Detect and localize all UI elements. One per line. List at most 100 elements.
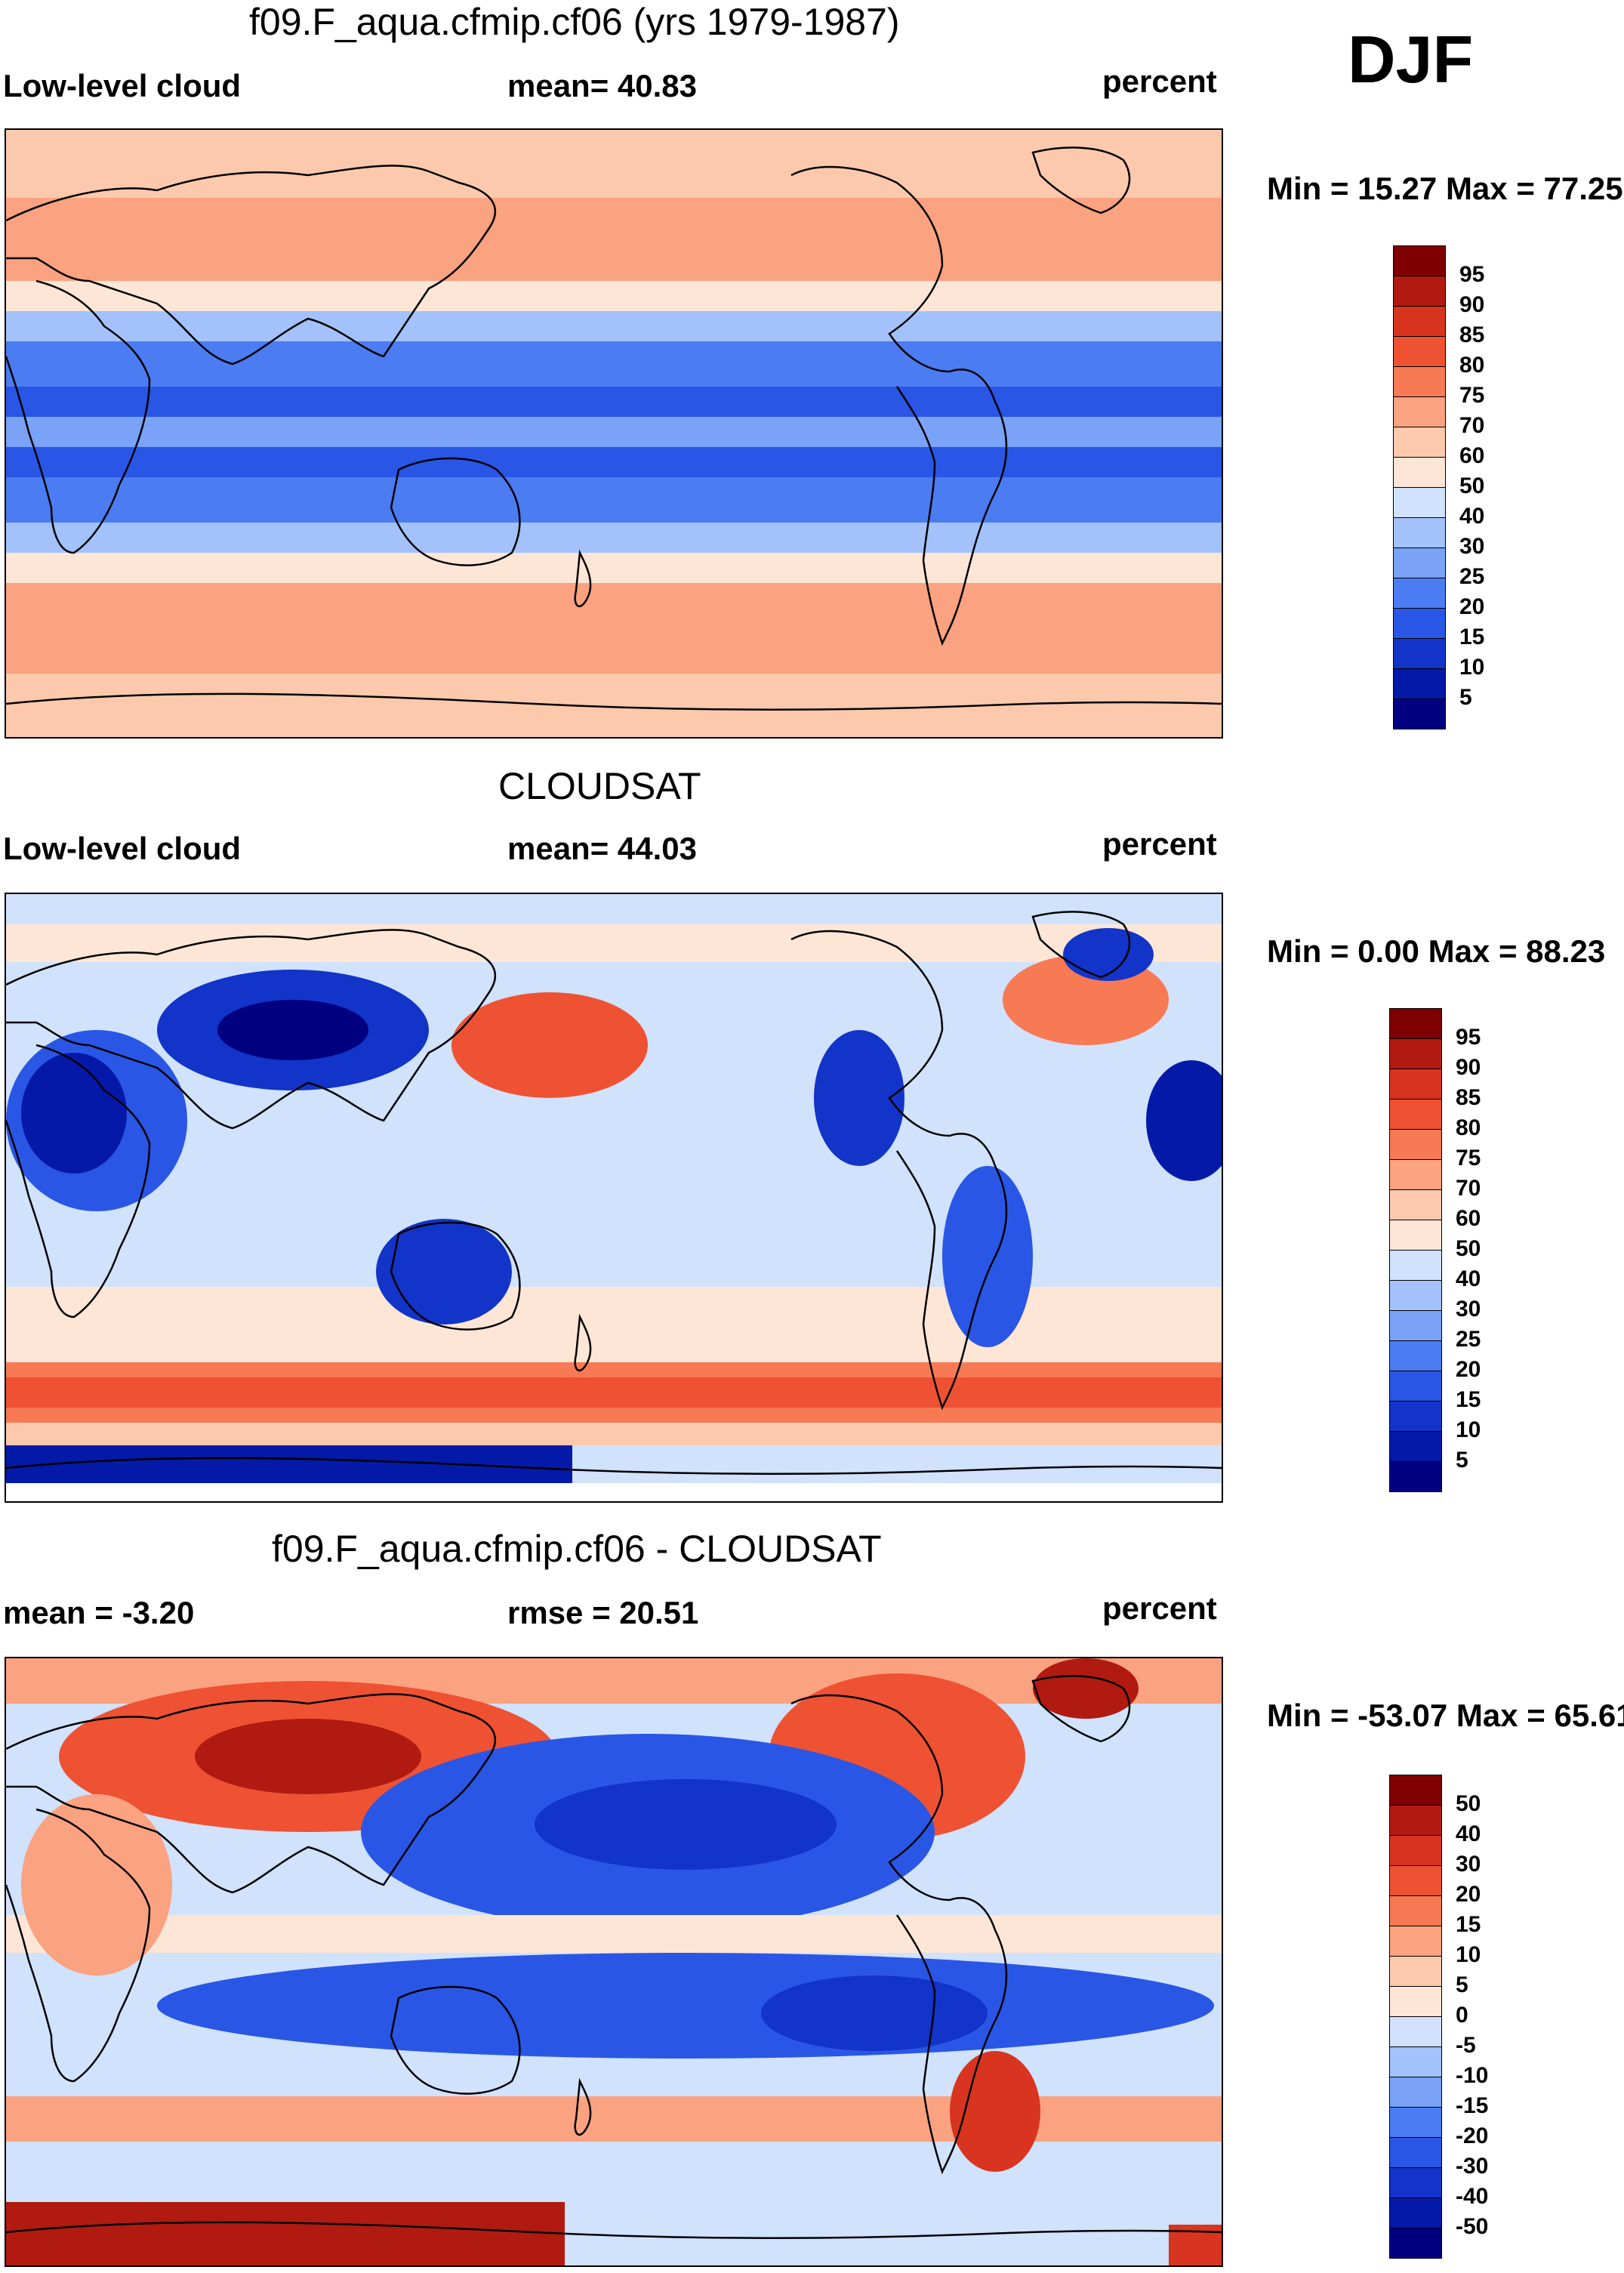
colorbar-swatch — [1389, 1431, 1442, 1462]
panel-1-field — [6, 130, 1222, 737]
coastline-path — [790, 1694, 1008, 2175]
panel-2-variable-label: Low-level cloud — [3, 831, 242, 866]
colorbar-tick-label: 15 — [1456, 1387, 1481, 1412]
colorbar-tick-label: 50 — [1456, 1791, 1481, 1816]
colorbar-swatch — [1389, 2137, 1442, 2168]
colorbar-tick-label: 95 — [1456, 1025, 1481, 1050]
coastline-path — [574, 549, 592, 608]
colorbar-tick-label: 25 — [1459, 564, 1485, 589]
colorbar-swatch — [1389, 1956, 1442, 1987]
colorbar-swatch — [1389, 1835, 1442, 1866]
colorbar-tick-label: 90 — [1456, 1055, 1481, 1080]
colorbar-swatch — [1389, 2016, 1442, 2047]
colorbar-tick-label: 20 — [1459, 594, 1485, 619]
panel-1-units-label: percent — [1102, 63, 1217, 99]
colorbar-tick-label: 20 — [1456, 1882, 1481, 1907]
colorbar-swatch — [1389, 1775, 1442, 1806]
panel-1-map — [5, 128, 1223, 739]
coastline-path — [390, 1221, 521, 1331]
colorbar-tick-label: 80 — [1456, 1115, 1481, 1140]
colorbar-swatch — [1389, 1895, 1442, 1926]
panel-1-mean-label: mean= 40.83 — [507, 68, 698, 103]
coastline-path — [6, 165, 497, 365]
colorbar-tick-label: 95 — [1459, 262, 1485, 287]
coastline-path — [6, 929, 497, 1130]
colorbar-swatch — [1393, 276, 1446, 307]
colorbar-tick-label: 40 — [1456, 1821, 1481, 1846]
colorbar-swatch — [1389, 2197, 1442, 2228]
colorbar-swatch — [1393, 547, 1446, 578]
colorbar-tick-label: -10 — [1456, 2063, 1489, 2088]
colorbar-swatch — [1393, 668, 1446, 699]
colorbar-swatch — [1389, 1099, 1442, 1130]
colorbar-swatch — [1389, 1461, 1442, 1492]
colorbar-tick-label: 40 — [1459, 504, 1485, 529]
colorbar-swatch — [1389, 2046, 1442, 2077]
panel-2-units-label: percent — [1102, 826, 1217, 862]
colorbar-tick-label: 75 — [1459, 383, 1485, 408]
colorbar-tick-label: 20 — [1456, 1357, 1481, 1382]
panel-2-coastlines — [6, 911, 1222, 1476]
colorbar-tick-label: 60 — [1459, 443, 1485, 468]
colorbar-tick-label: 10 — [1456, 1417, 1481, 1442]
colorbar-swatch — [1393, 699, 1446, 729]
colorbar-swatch — [1393, 638, 1446, 669]
panel-1-coastlines — [6, 146, 1222, 711]
colorbar-swatch — [1389, 1159, 1442, 1190]
colorbar-tick-label: 85 — [1456, 1085, 1481, 1110]
panel-1-title: f09.F_aqua.cfmip.cf06 (yrs 1979-1987) — [249, 1, 900, 43]
colorbar-swatch — [1389, 1069, 1442, 1099]
panel-3-field — [6, 1658, 1222, 2265]
coastline-path — [6, 1693, 497, 1894]
coastline-path — [1031, 146, 1131, 214]
coastline-path — [390, 457, 521, 566]
coastline-path — [574, 2077, 592, 2136]
colorbar-swatch — [1389, 1220, 1442, 1251]
colorbar-swatch — [1389, 1340, 1442, 1371]
coastline-path — [6, 279, 151, 554]
colorbar-swatch — [1389, 1189, 1442, 1220]
panel-3-title: f09.F_aqua.cfmip.cf06 - CLOUDSAT — [272, 1528, 882, 1570]
colorbar-swatch — [1389, 2077, 1442, 2108]
coastline-path — [790, 165, 1008, 646]
colorbar-tick-label: 15 — [1456, 1912, 1481, 1937]
colorbar-tick-label: 10 — [1456, 1942, 1481, 1967]
colorbar-swatch — [1393, 457, 1446, 488]
colorbar-swatch — [1389, 1310, 1442, 1341]
colorbar-tick-label: 25 — [1456, 1327, 1481, 1352]
colorbar-swatch — [1393, 517, 1446, 548]
colorbar-tick-label: 80 — [1459, 353, 1485, 378]
colorbar-tick-label: 30 — [1456, 1852, 1481, 1877]
panel-3-rmse-label: rmse = 20.51 — [507, 1595, 699, 1630]
panel-2-minmax: Min = 0.00 Max = 88.23 — [1267, 933, 1606, 969]
colorbar-tick-label: 5 — [1456, 1972, 1468, 1997]
colorbar-swatch — [1389, 1401, 1442, 1432]
coastline-path — [6, 2221, 1222, 2240]
panel-3-mean-label: mean = -3.20 — [3, 1595, 195, 1630]
colorbar-swatch — [1389, 1250, 1442, 1281]
coastline-path — [390, 1985, 521, 2095]
coastline-path — [6, 692, 1222, 711]
colorbar-swatch — [1393, 396, 1446, 427]
colorbar-swatch — [1389, 1280, 1442, 1311]
coastline-path — [574, 1313, 592, 1372]
colorbar-tick-label: 50 — [1459, 473, 1485, 498]
colorbar-tick-label: 70 — [1456, 1176, 1481, 1201]
coastline-path — [6, 1044, 151, 1318]
colorbar-swatch — [1393, 578, 1446, 609]
panel-3-minmax: Min = -53.07 Max = 65.61 — [1267, 1698, 1624, 1733]
panel-3-map — [5, 1657, 1223, 2267]
colorbar-swatch — [1389, 1371, 1442, 1402]
colorbar-tick-label: 60 — [1456, 1206, 1481, 1231]
colorbar-tick-label: 50 — [1456, 1236, 1481, 1261]
colorbar-swatch — [1389, 1805, 1442, 1836]
colorbar-tick-label: -5 — [1456, 2033, 1476, 2058]
colorbar-swatch — [1393, 306, 1446, 337]
coastline-path — [6, 1808, 151, 2083]
coastline-path — [1031, 911, 1131, 979]
colorbar-swatch — [1389, 2107, 1442, 2138]
panel-2-title: CLOUDSAT — [498, 765, 701, 807]
colorbar-swatch — [1389, 2167, 1442, 2198]
colorbar-tick-label: 30 — [1456, 1297, 1481, 1322]
colorbar-swatch — [1389, 1008, 1442, 1039]
